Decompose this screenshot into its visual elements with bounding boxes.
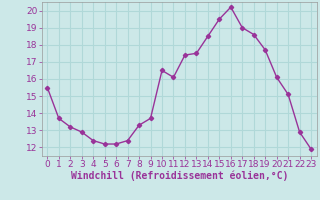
X-axis label: Windchill (Refroidissement éolien,°C): Windchill (Refroidissement éolien,°C) — [70, 171, 288, 181]
